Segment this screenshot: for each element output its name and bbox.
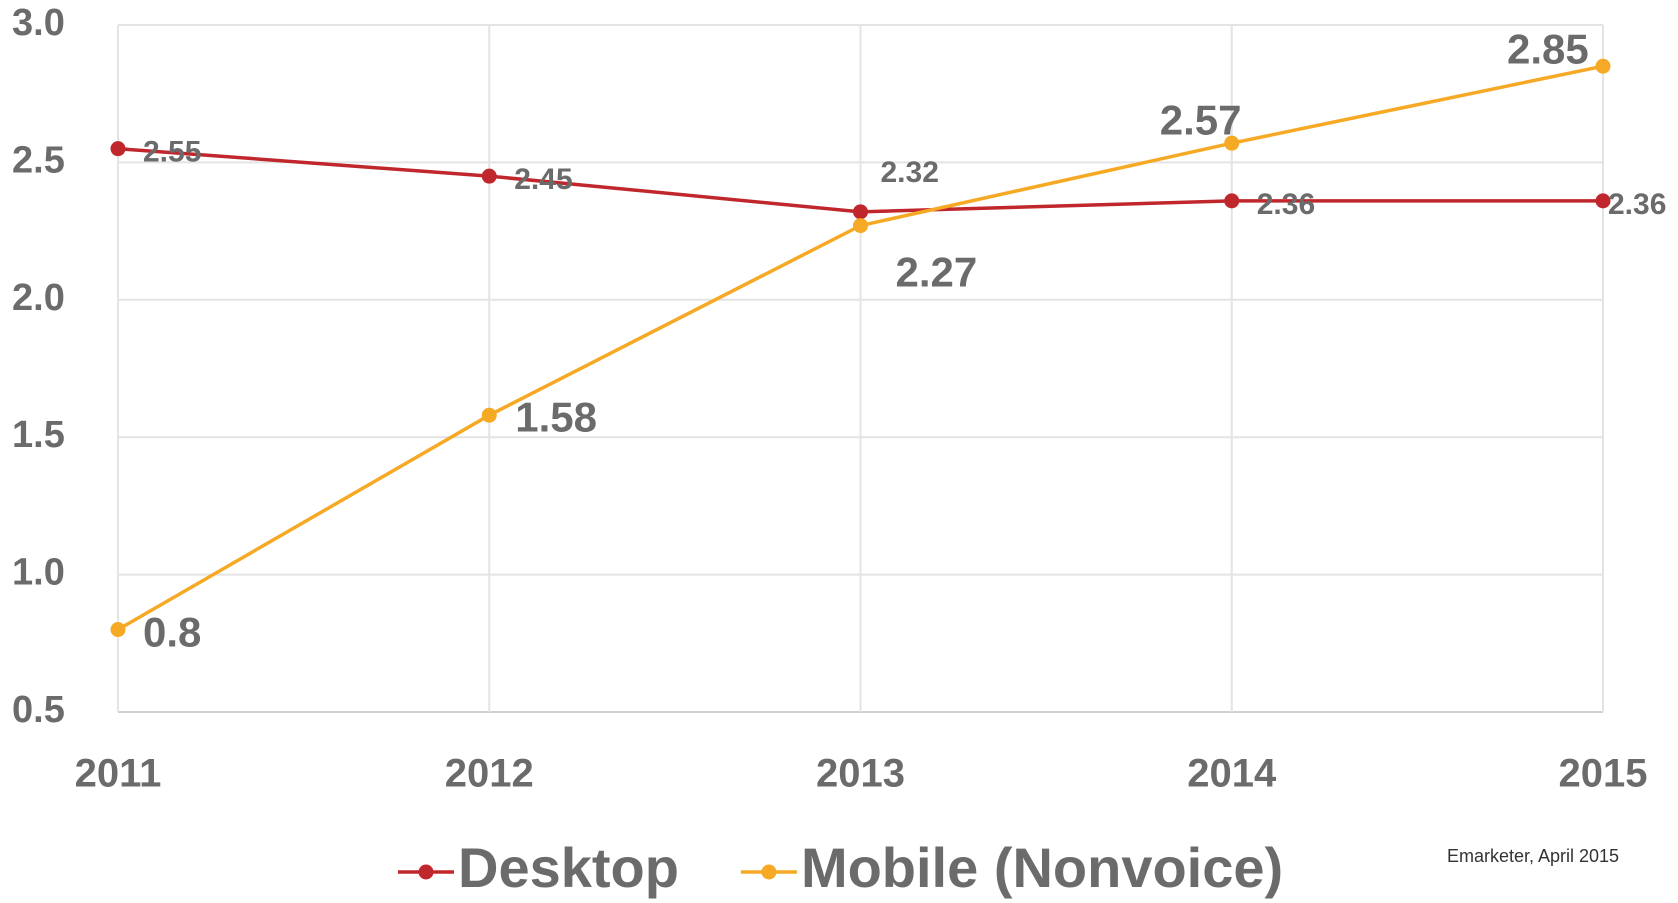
- point: [1595, 58, 1611, 74]
- point: [110, 141, 126, 157]
- data-label: 2.27: [896, 249, 978, 296]
- data-label: 2.32: [881, 156, 939, 189]
- point: [1224, 193, 1240, 209]
- y-tick-label: 1.0: [12, 552, 65, 594]
- x-tick-label: 2013: [816, 752, 905, 796]
- x-tick-label: 2012: [445, 752, 534, 796]
- y-tick-label: 1.5: [12, 414, 65, 456]
- point: [1224, 135, 1240, 151]
- data-label: 2.45: [514, 163, 572, 196]
- legend-label: Desktop: [458, 836, 679, 899]
- point: [1595, 193, 1611, 209]
- data-label: 2.57: [1160, 96, 1242, 143]
- point: [481, 407, 497, 423]
- legend-marker: [418, 864, 434, 880]
- point: [110, 622, 126, 638]
- x-tick-label: 2015: [1559, 752, 1648, 796]
- y-tick-label: 2.0: [12, 277, 65, 319]
- y-tick-label: 3.0: [12, 2, 65, 44]
- data-label: 2.36: [1608, 188, 1666, 221]
- x-tick-label: 2014: [1187, 752, 1277, 796]
- point: [853, 204, 868, 220]
- point: [853, 218, 868, 234]
- point: [481, 168, 497, 184]
- data-label: 2.85: [1507, 25, 1589, 72]
- data-label: 2.55: [143, 136, 201, 169]
- legend-marker: [761, 864, 777, 880]
- x-tick-label: 2011: [75, 752, 162, 796]
- y-tick-label: 2.5: [12, 139, 65, 181]
- data-label: 1.58: [515, 393, 597, 440]
- data-label: 2.36: [1257, 188, 1315, 221]
- source-note: Emarketer, April 2015: [1447, 846, 1619, 866]
- y-tick-label: 0.5: [12, 689, 65, 731]
- legend-label: Mobile (Nonvoice): [801, 836, 1283, 899]
- data-label: 0.8: [143, 609, 201, 656]
